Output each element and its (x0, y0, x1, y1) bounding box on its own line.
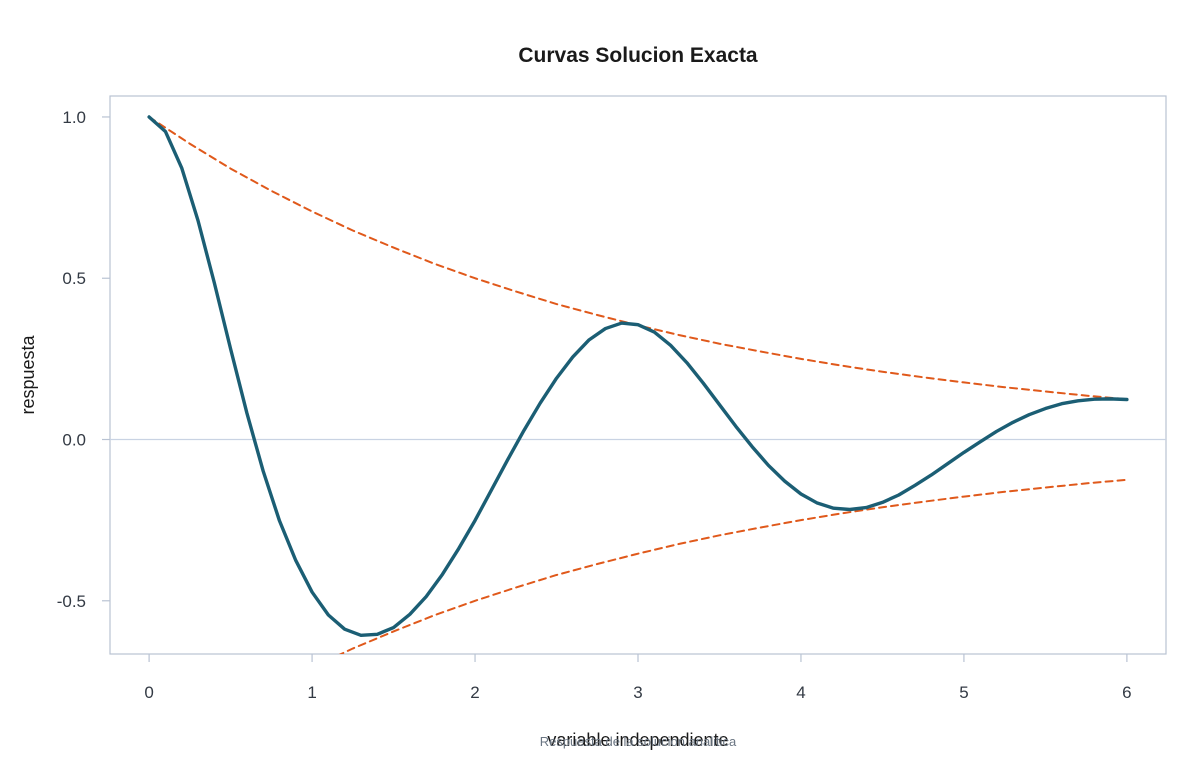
y-tick-label: 0.0 (62, 431, 86, 450)
solution-curve (147, 115, 1129, 637)
upper-envelope-curve (148, 115, 1128, 401)
y-axis: -0.5 0.0 0.5 1.0 (57, 108, 110, 611)
x-tick-label: 2 (470, 683, 479, 702)
x-tick-label: 3 (633, 683, 642, 702)
y-tick-label: 0.5 (62, 269, 86, 288)
x-tick-label: 0 (144, 683, 153, 702)
x-tick-label: 4 (796, 683, 805, 702)
y-axis-label: respuesta (18, 334, 38, 414)
x-tick-label: 6 (1122, 683, 1131, 702)
x-axis-label: variable independiente (547, 730, 728, 750)
y-tick-label: -0.5 (57, 592, 86, 611)
series-layer (147, 115, 1129, 654)
plot-frame (109, 95, 1167, 655)
x-axis: 0 1 2 3 4 5 6 (144, 654, 1132, 702)
chart-title: Curvas Solucion Exacta (518, 44, 758, 67)
x-tick-label: 5 (959, 683, 968, 702)
x-tick-label: 1 (307, 683, 316, 702)
lower-envelope-curve (338, 478, 1128, 654)
footer-caption: Respuesta de la solucion analitica (540, 734, 737, 749)
y-tick-label: 1.0 (62, 108, 86, 127)
